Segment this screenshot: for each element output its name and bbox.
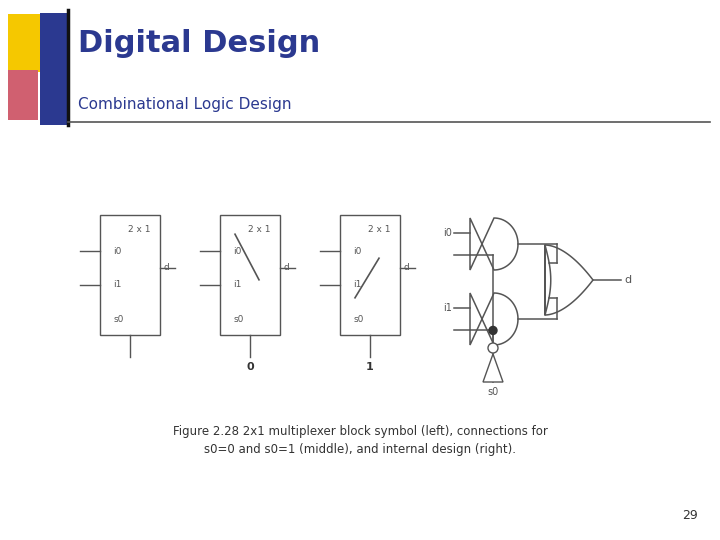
Polygon shape (470, 218, 518, 270)
Text: s0: s0 (487, 387, 499, 397)
Text: d: d (164, 264, 170, 272)
Text: d: d (624, 275, 631, 285)
Text: 29: 29 (683, 509, 698, 522)
Text: 0: 0 (246, 362, 254, 372)
Text: i1: i1 (233, 280, 242, 289)
Bar (100, 215, 160, 335)
Text: i0: i0 (233, 246, 242, 255)
Text: s0=0 and s0=1 (middle), and internal design (right).: s0=0 and s0=1 (middle), and internal des… (204, 443, 516, 456)
Text: s0: s0 (354, 315, 364, 324)
Text: i0: i0 (354, 246, 361, 255)
Text: i1: i1 (113, 280, 122, 289)
Text: i1: i1 (354, 280, 361, 289)
Text: 2 x 1: 2 x 1 (248, 225, 270, 234)
Text: d: d (404, 264, 410, 272)
Text: s0: s0 (233, 315, 243, 324)
Text: s0: s0 (113, 315, 124, 324)
Bar (220, 215, 280, 335)
Text: i0: i0 (443, 227, 452, 238)
Text: Digital Design: Digital Design (78, 29, 320, 57)
Text: i1: i1 (443, 302, 452, 313)
Text: i0: i0 (113, 246, 122, 255)
Bar (8, 70, 38, 120)
Text: d: d (284, 264, 289, 272)
Text: 2 x 1: 2 x 1 (368, 225, 390, 234)
Text: Figure 2.28 2x1 multiplexer block symbol (left), connections for: Figure 2.28 2x1 multiplexer block symbol… (173, 426, 547, 438)
Bar (8, 14, 50, 72)
Bar (340, 215, 400, 335)
Polygon shape (483, 354, 503, 382)
Circle shape (489, 327, 497, 334)
Bar (40, 13, 68, 125)
Circle shape (488, 343, 498, 353)
Text: Combinational Logic Design: Combinational Logic Design (78, 98, 292, 112)
Polygon shape (545, 245, 593, 315)
Polygon shape (470, 293, 518, 345)
Text: 2 x 1: 2 x 1 (127, 225, 150, 234)
Text: 1: 1 (366, 362, 374, 372)
